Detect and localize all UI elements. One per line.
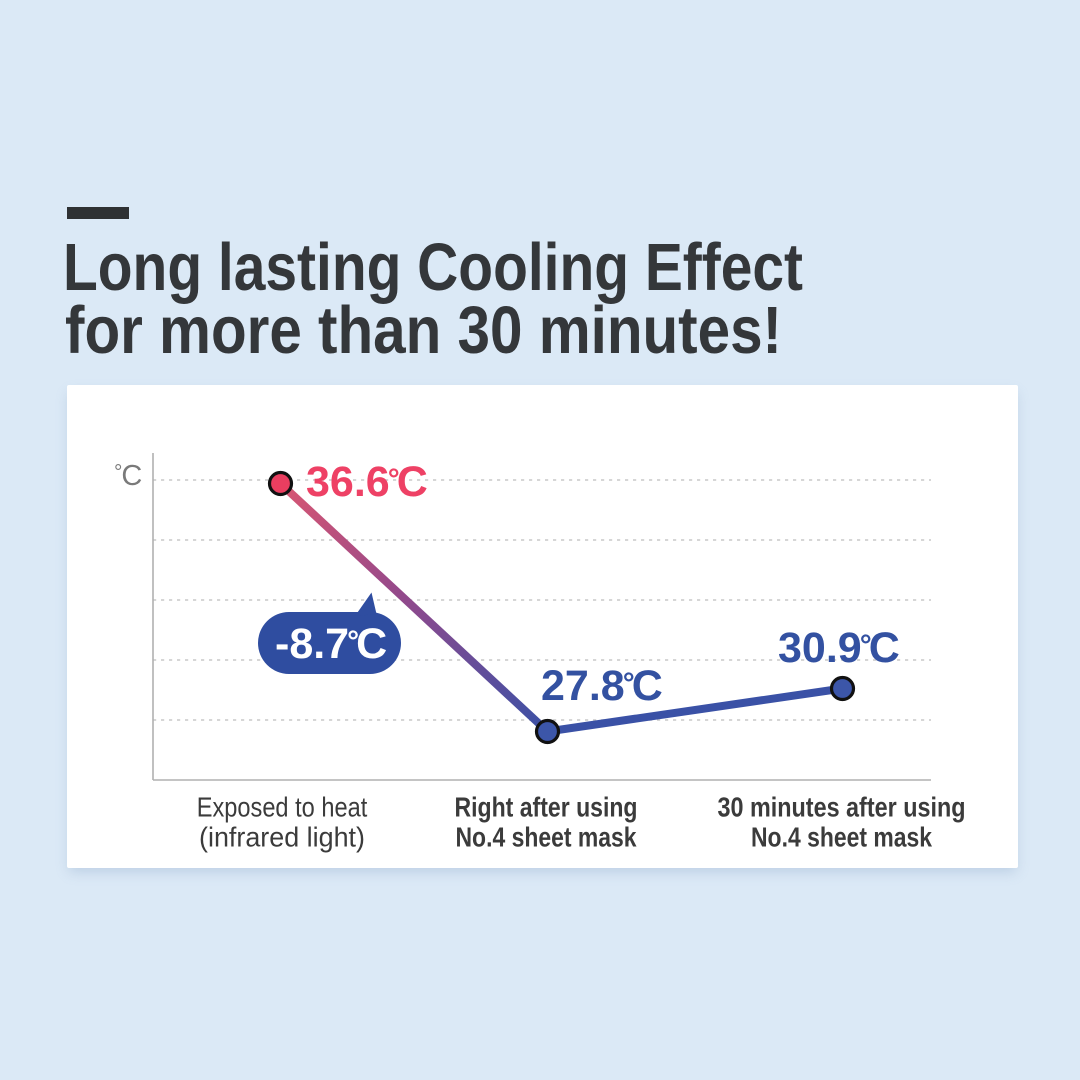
svg-text:36.6°C: 36.6°C [306, 458, 428, 506]
svg-text:No.4 sheet mask: No.4 sheet mask [456, 822, 637, 853]
svg-text:(infrared light): (infrared light) [199, 822, 365, 853]
svg-text:Exposed to heat: Exposed to heat [197, 792, 368, 823]
svg-text:Long lasting Cooling Effect: Long lasting Cooling Effect [63, 230, 803, 305]
svg-text:for more than 30 minutes!: for more than 30 minutes! [65, 293, 782, 368]
svg-text:°C: °C [114, 460, 142, 492]
svg-text:No.4 sheet mask: No.4 sheet mask [751, 822, 932, 853]
svg-text:Right after using: Right after using [455, 792, 638, 823]
svg-text:-8.7°C: -8.7°C [275, 620, 387, 668]
svg-text:30 minutes after using: 30 minutes after using [718, 792, 966, 823]
svg-text:30.9°C: 30.9°C [778, 624, 900, 672]
svg-text:27.8°C: 27.8°C [541, 662, 663, 710]
